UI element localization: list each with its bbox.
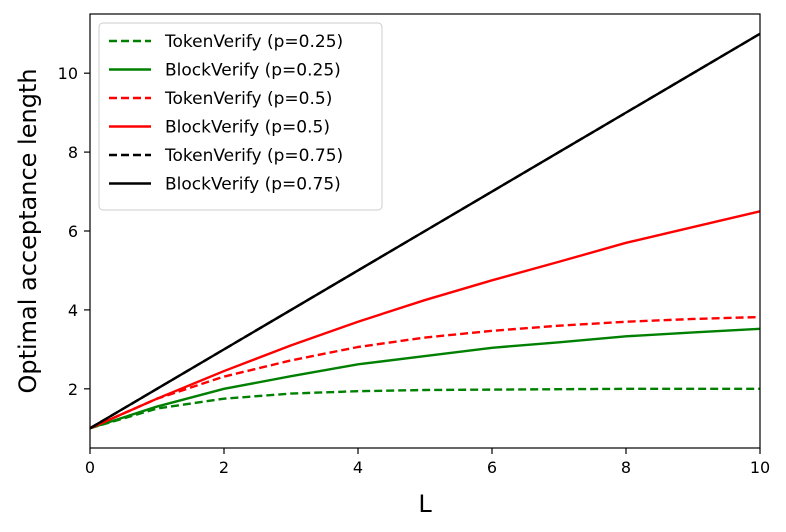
y-axis-label: Optimal acceptance length [14,68,42,393]
series-line-0 [89,387,760,430]
x-tick-label-2: 4 [353,458,363,477]
x-tick-label-1: 2 [219,458,229,477]
legend-entry-0: TokenVerify (p=0.25) [164,32,343,52]
y-tick-label-4: 10 [58,64,78,83]
series-line-1 [89,327,761,430]
x-axis: 0 2 4 6 8 10 [85,448,770,477]
series-line-5 [89,32,761,430]
x-axis-label: L [418,490,432,518]
series-line-3 [89,210,761,430]
y-tick-label-0: 2 [68,380,78,399]
legend-box [98,22,383,211]
legend-entry-4: TokenVerify (p=0.75) [164,146,343,166]
y-tick-label-1: 4 [68,301,78,320]
x-tick-label-3: 6 [487,458,497,477]
series-layer [89,32,761,430]
y-tick-label-2: 6 [68,222,78,241]
legend-entry-5: BlockVerify (p=0.75) [165,175,341,195]
series-line-2 [89,315,761,430]
legend-entry-1: BlockVerify (p=0.25) [165,61,341,81]
x-tick-label-0: 0 [85,458,95,477]
legend: TokenVerify (p=0.25) BlockVerify (p=0.25)… [98,22,383,211]
y-axis: 2 4 6 8 10 [58,64,90,399]
x-tick-label-4: 8 [621,458,631,477]
legend-entry-2: TokenVerify (p=0.5) [164,89,332,109]
legend-entry-3: BlockVerify (p=0.5) [165,118,330,138]
x-tick-label-5: 10 [750,458,770,477]
y-tick-label-3: 8 [68,143,78,162]
